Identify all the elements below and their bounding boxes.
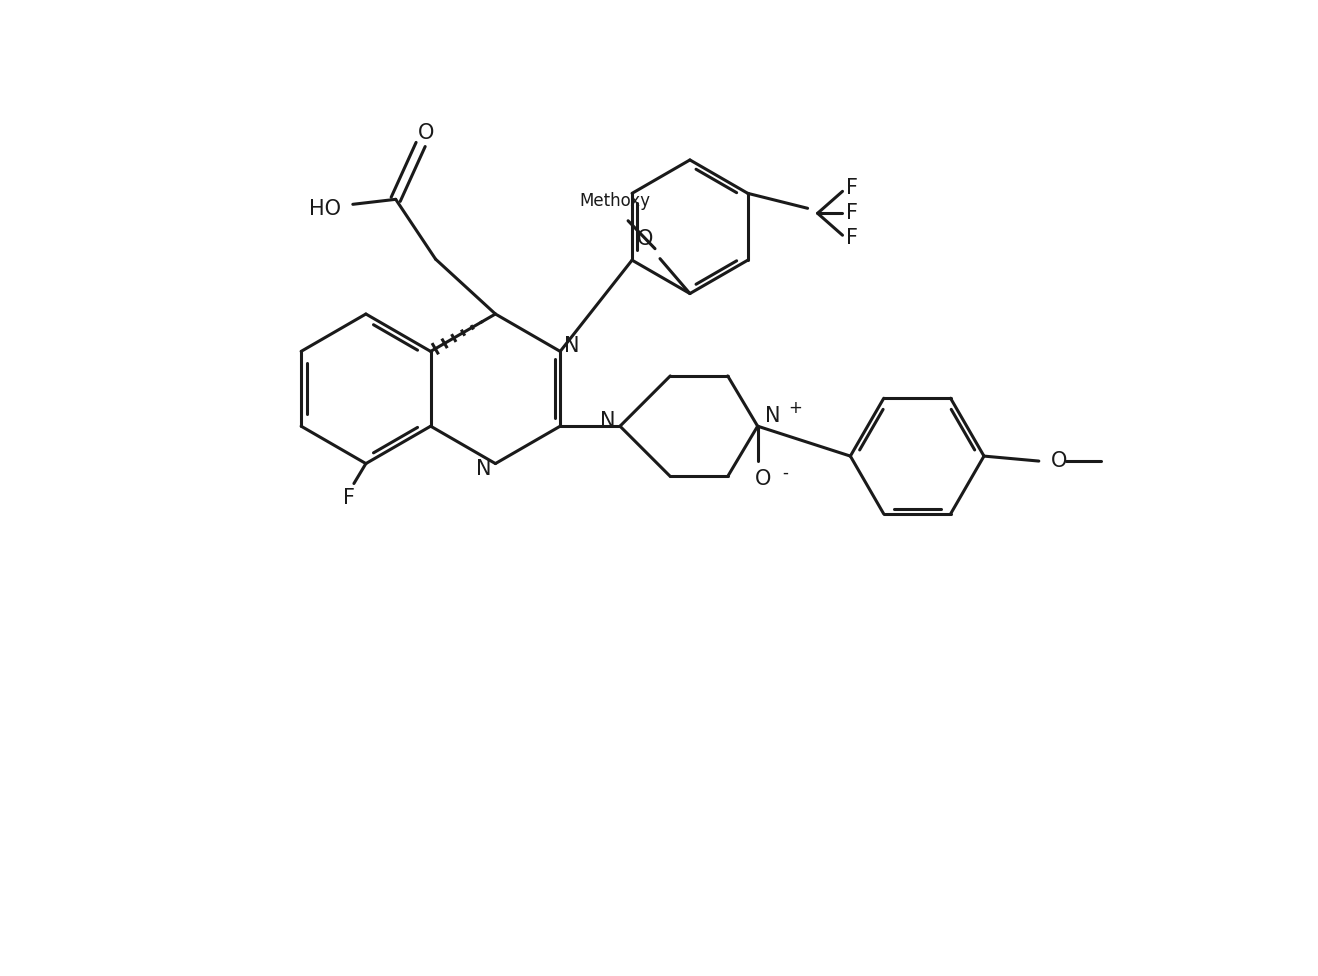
Text: N: N [564, 337, 580, 356]
Text: F: F [846, 228, 858, 248]
Text: HO: HO [308, 199, 341, 220]
Text: N: N [600, 411, 616, 431]
Text: N: N [476, 459, 492, 478]
Text: +: + [788, 399, 803, 417]
Text: O: O [637, 228, 654, 249]
Text: F: F [343, 488, 355, 508]
Text: F: F [846, 179, 858, 198]
Text: O: O [1050, 451, 1068, 471]
Text: O: O [754, 469, 771, 489]
Text: -: - [783, 464, 788, 482]
Text: O: O [418, 123, 434, 142]
Text: F: F [846, 203, 858, 224]
Text: N: N [764, 406, 780, 427]
Text: Methoxy: Methoxy [580, 192, 651, 210]
